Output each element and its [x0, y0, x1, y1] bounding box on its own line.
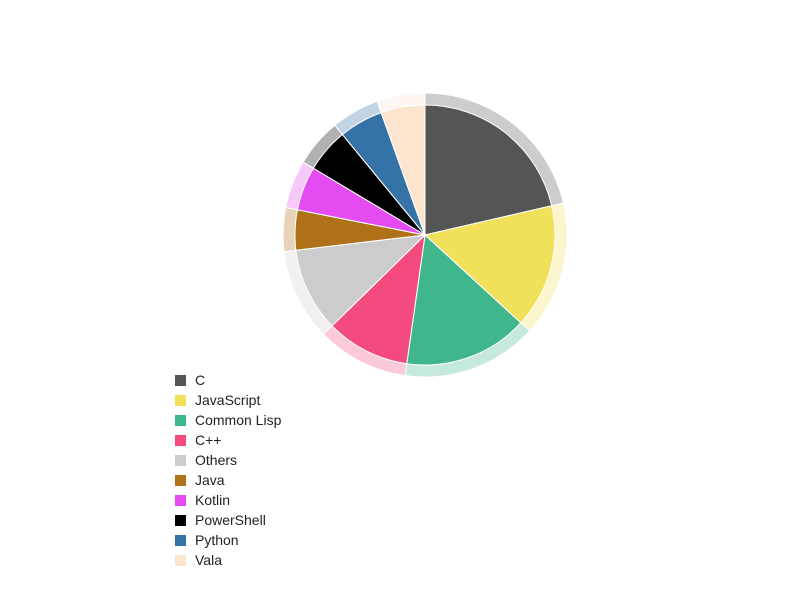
legend: C JavaScript Common Lisp C++ Others Java Kotli… [175, 370, 281, 570]
pie-slice-c[interactable] [424, 104, 553, 236]
pie-slice-others[interactable] [295, 234, 427, 327]
pie-slice-javascript[interactable] [423, 205, 556, 324]
legend-label-c: C [195, 372, 206, 388]
legend-label-cpp: C++ [195, 432, 222, 448]
legend-label-others: Others [195, 452, 238, 468]
legend-item-others[interactable]: Others [175, 450, 281, 470]
legend-swatch-java [175, 474, 186, 486]
legend-label-vala: Vala [195, 552, 222, 568]
legend-item-powershell[interactable]: PowerShell [175, 510, 281, 530]
pie-slice-vala[interactable] [380, 104, 426, 236]
pie-slice-common-lisp[interactable] [406, 233, 522, 366]
legend-label-kotlin: Kotlin [195, 492, 231, 508]
legend-swatch-common-lisp [175, 414, 186, 426]
legend-swatch-powershell [175, 514, 186, 526]
legend-item-cpp[interactable]: C++ [175, 430, 281, 450]
legend-swatch-javascript [175, 394, 186, 406]
legend-swatch-others [175, 454, 186, 466]
legend-label-common-lisp: Common Lisp [195, 412, 282, 428]
legend-label-java: Java [195, 472, 225, 488]
legend-label-python: Python [195, 532, 239, 548]
legend-item-java[interactable]: Java [175, 470, 281, 490]
legend-swatch-vala [175, 554, 186, 566]
pie-slice-cpp[interactable] [331, 233, 426, 365]
legend-item-c[interactable]: C [175, 370, 281, 390]
legend-label-javascript: JavaScript [195, 392, 261, 408]
legend-swatch-python [175, 534, 186, 546]
legend-swatch-c [175, 374, 186, 386]
legend-item-vala[interactable]: Vala [175, 550, 281, 570]
legend-item-python[interactable]: Python [175, 530, 281, 550]
legend-swatch-cpp [175, 434, 186, 446]
legend-item-kotlin[interactable]: Kotlin [175, 490, 281, 510]
legend-swatch-kotlin [175, 494, 186, 506]
legend-item-common-lisp[interactable]: Common Lisp [175, 410, 281, 430]
legend-item-javascript[interactable]: JavaScript [175, 390, 281, 410]
legend-label-powershell: PowerShell [195, 512, 266, 528]
